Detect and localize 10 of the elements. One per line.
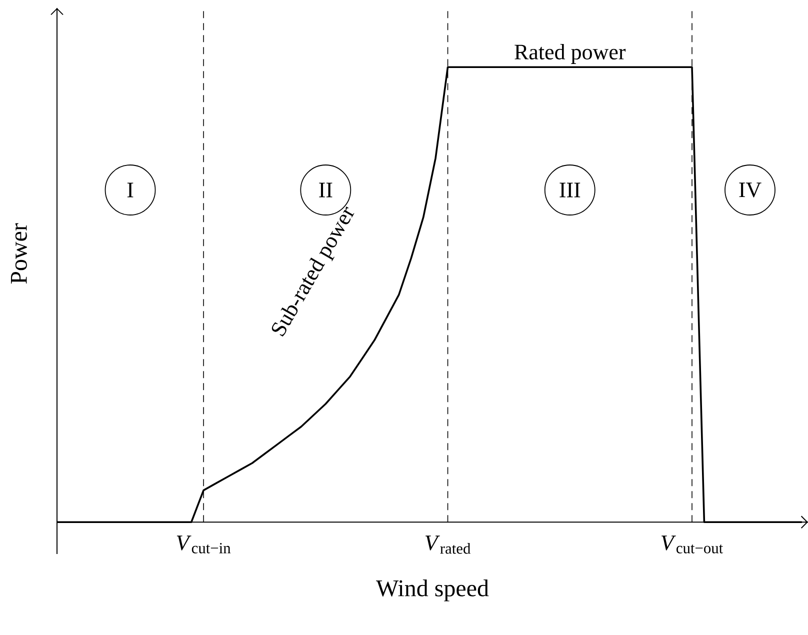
text: Rated power [514, 44, 626, 64]
annotation: IV [739, 182, 762, 198]
annotation: I [127, 182, 134, 198]
x-tick-label: V$_{cut−in}$ [176, 536, 231, 554]
annotation: II [319, 182, 332, 198]
y-axis-title: Power [10, 223, 27, 284]
x-tick-label: V$_{cut−out}$ [662, 536, 724, 554]
annotation: III [560, 182, 580, 198]
x-axis-title: Wind speed [376, 580, 489, 602]
x-tick-label: V$_{rated}$ [425, 536, 470, 554]
